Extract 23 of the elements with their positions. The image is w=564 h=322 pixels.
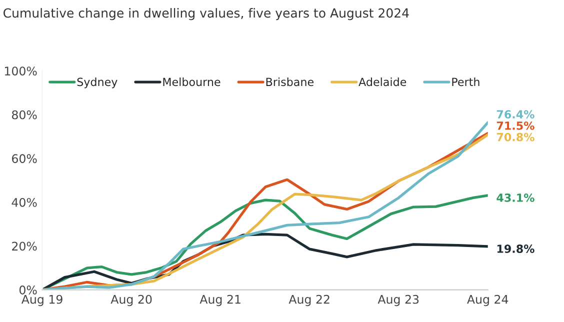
chart-title: Cumulative change in dwelling values, five years to August 2024 <box>4 8 409 20</box>
x-tick-label: Aug 19 <box>21 294 62 306</box>
legend-label: Melbourne <box>163 78 220 86</box>
y-tick-label: 100% <box>4 66 37 76</box>
legend-label: Sydney <box>77 78 118 88</box>
legend-label: Perth <box>452 78 480 86</box>
legend-label: Brisbane <box>266 78 314 86</box>
x-tick-label: Aug 23 <box>378 294 419 306</box>
x-tick-label: Aug 24 <box>467 294 508 306</box>
y-tick-label: 20% <box>12 242 37 251</box>
y-tick-label: 40% <box>12 198 37 207</box>
annotation: 71.5% <box>496 121 534 130</box>
annotation: 70.8% <box>496 132 534 142</box>
y-tick-label: 80% <box>12 110 37 120</box>
y-tick-label: 0% <box>19 286 37 294</box>
annotation: 76.4% <box>496 110 534 119</box>
x-tick-label: Aug 22 <box>288 294 330 306</box>
y-tick-label: 60% <box>12 154 37 164</box>
legend-label: Adelaide <box>358 78 406 86</box>
annotation: 43.1% <box>496 194 534 202</box>
x-tick-label: Aug 21 <box>200 294 240 306</box>
annotation: 19.8% <box>497 244 534 253</box>
x-tick-label: Aug 20 <box>110 294 152 306</box>
